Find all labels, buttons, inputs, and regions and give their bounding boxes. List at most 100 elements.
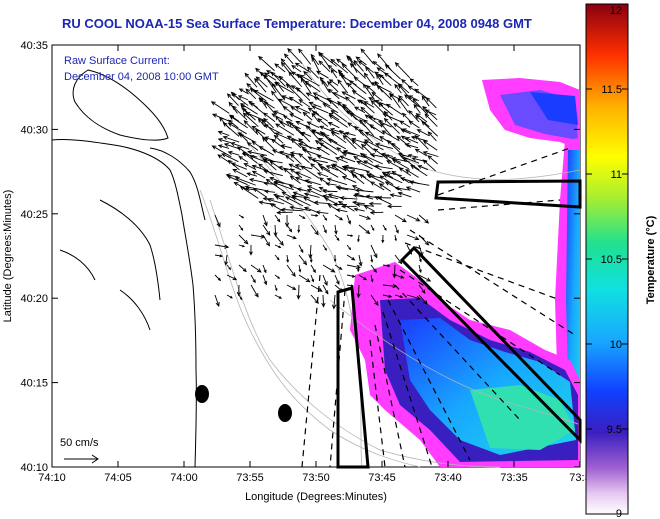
current-vector [363, 101, 375, 108]
current-vector [356, 160, 373, 170]
current-vector [253, 89, 274, 102]
current-vector [353, 106, 366, 114]
current-vector [396, 135, 411, 148]
current-vector [425, 97, 437, 109]
scale-label: 50 cm/s [60, 437, 99, 449]
current-vector [351, 90, 367, 101]
current-vector [427, 131, 437, 142]
current-vector [418, 234, 430, 246]
current-vector [274, 244, 282, 248]
current-vector [351, 185, 364, 192]
current-vector [304, 80, 321, 93]
current-vector [250, 274, 256, 284]
x-tick-label: 74:05 [104, 472, 132, 484]
current-vector [273, 110, 286, 116]
current-vector [284, 196, 304, 207]
current-vector [274, 82, 294, 94]
current-vector [332, 92, 347, 100]
current-vector [273, 181, 295, 191]
current-vector [310, 264, 316, 274]
current-vector [377, 102, 394, 116]
current-vector [330, 58, 349, 74]
current-vector [334, 274, 340, 285]
current-vector [370, 274, 374, 283]
current-vector [238, 294, 243, 301]
current-vector [370, 294, 379, 306]
colorbar-tick-label: 12 [610, 5, 622, 17]
current-vector [306, 185, 322, 193]
current-vector [381, 234, 385, 244]
current-vector [407, 153, 419, 158]
current-vector [371, 82, 392, 93]
current-vector [382, 294, 393, 298]
current-vector [346, 234, 354, 237]
current-vector [217, 130, 230, 136]
current-vector [401, 128, 420, 137]
current-vector [341, 176, 357, 183]
current-vector [345, 96, 355, 106]
current-vector [254, 77, 267, 93]
current-vector [282, 115, 293, 122]
current-vector [353, 207, 365, 212]
current-vector [217, 137, 231, 144]
current-vector [379, 175, 394, 186]
x-tick-label: 73:55 [236, 472, 264, 484]
current-vector [363, 119, 375, 130]
current-vector [348, 80, 367, 95]
current-vector [412, 98, 428, 115]
current-vector [290, 106, 302, 114]
current-vector [288, 71, 303, 88]
current-vector [343, 166, 358, 178]
current-vector [326, 177, 348, 186]
current-vector [376, 73, 384, 85]
x-tick-label: 73:45 [368, 472, 396, 484]
current-vector [258, 200, 276, 206]
current-vector [389, 92, 401, 109]
current-vector [322, 284, 329, 295]
current-vector [321, 294, 326, 308]
current-vector [358, 214, 372, 220]
current-vector [374, 142, 394, 149]
current-vector [226, 93, 239, 106]
current-vector [222, 122, 240, 137]
current-vector [271, 82, 286, 101]
current-vector [398, 95, 409, 107]
colorbar-tick-label: 11 [611, 169, 622, 181]
current-vector [339, 195, 358, 201]
current-vector [247, 150, 268, 156]
current-vector [231, 105, 248, 121]
current-vector [296, 284, 301, 300]
current-vector [325, 165, 339, 171]
current-vector [309, 254, 313, 263]
current-vector [264, 189, 276, 194]
current-vector [226, 274, 238, 281]
current-vector [274, 274, 281, 279]
current-vector [298, 254, 308, 266]
current-vector [286, 254, 290, 264]
current-vector [400, 135, 411, 143]
current-vector [368, 201, 382, 206]
current-vector [406, 244, 412, 255]
current-vector [285, 83, 302, 100]
current-vector [316, 172, 329, 178]
x-tick-label: 74:00 [170, 472, 198, 484]
current-vector [362, 83, 375, 100]
current-vector [274, 234, 284, 246]
current-vector [263, 169, 283, 177]
current-vector [214, 294, 220, 307]
current-vector [346, 244, 352, 251]
current-vector [227, 122, 247, 135]
x-tick-label: 74:10 [38, 472, 66, 484]
current-vector [310, 294, 319, 304]
current-vector [346, 284, 354, 287]
current-vector [349, 63, 367, 79]
current-vector [359, 99, 375, 114]
current-vector [263, 74, 277, 93]
current-vector [227, 150, 240, 156]
y-axis-label: Latitude (Degrees:Minutes) [2, 190, 14, 323]
current-vector [317, 118, 329, 127]
current-vector [295, 171, 312, 179]
current-vector [304, 179, 321, 186]
current-vector [289, 175, 301, 184]
